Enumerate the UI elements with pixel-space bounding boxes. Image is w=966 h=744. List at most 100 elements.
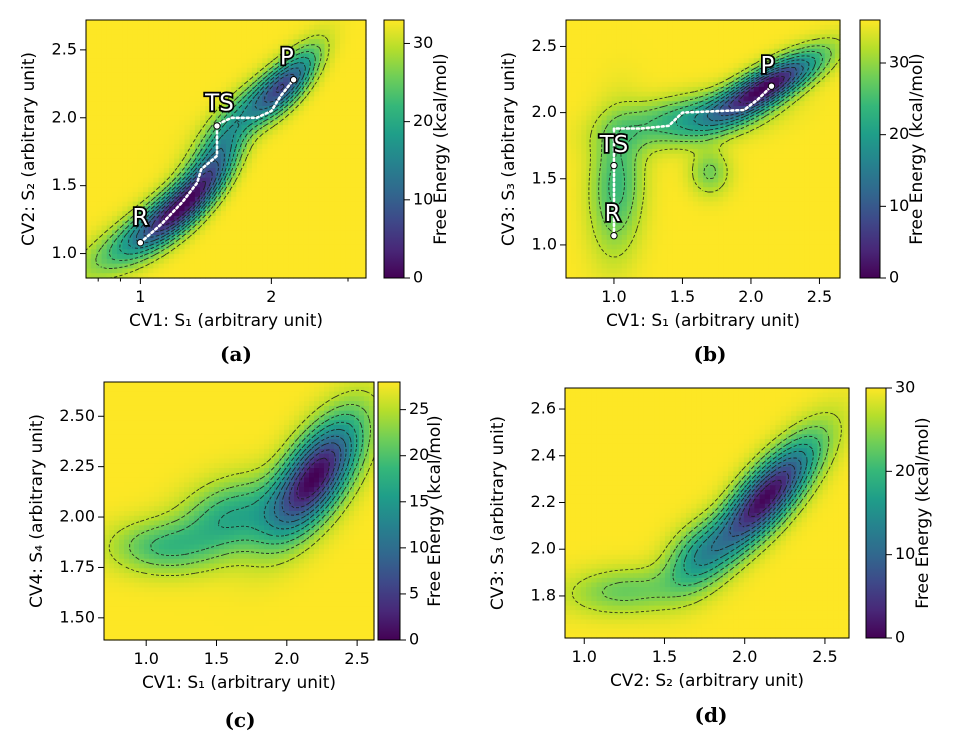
heatmap-cell bbox=[571, 53, 577, 59]
heatmap-cell bbox=[251, 43, 258, 50]
heatmap-cell bbox=[246, 144, 253, 150]
heatmap-cell bbox=[127, 215, 134, 222]
heatmap-cell bbox=[834, 96, 841, 102]
heatmap-cell bbox=[789, 120, 795, 126]
heatmap-cell bbox=[298, 168, 305, 174]
heatmap-cell bbox=[763, 101, 770, 107]
heatmap-cell bbox=[733, 192, 740, 198]
heatmap-cell bbox=[672, 172, 679, 179]
heatmap-cell bbox=[713, 29, 719, 35]
heatmap-cell bbox=[101, 239, 108, 246]
heatmap-cell bbox=[631, 129, 638, 136]
heatmap-cell bbox=[355, 39, 362, 45]
heatmap-cell bbox=[708, 187, 714, 193]
heatmap-cell bbox=[809, 53, 816, 59]
heatmap-cell bbox=[586, 115, 592, 121]
heatmap-cell bbox=[101, 201, 108, 207]
heatmap-cell bbox=[179, 63, 186, 69]
heatmap-cell bbox=[657, 24, 663, 31]
heatmap-cell bbox=[122, 249, 129, 255]
heatmap-cell bbox=[283, 163, 289, 169]
contour-line bbox=[95, 44, 322, 269]
heatmap-cell bbox=[350, 235, 357, 241]
heatmap-cell bbox=[753, 182, 760, 188]
heatmap-cell bbox=[272, 86, 279, 93]
heatmap-cell bbox=[153, 153, 160, 160]
heatmap-cell bbox=[127, 67, 134, 74]
heatmap-cell bbox=[672, 39, 679, 45]
heatmap-cell bbox=[179, 168, 186, 174]
heatmap-cell bbox=[251, 91, 258, 98]
heatmap-cell bbox=[334, 20, 341, 26]
heatmap-cell bbox=[324, 172, 331, 179]
heatmap-cell bbox=[611, 106, 618, 112]
heatmap-cell bbox=[194, 115, 201, 121]
heatmap-cell bbox=[672, 106, 679, 112]
heatmap-cell bbox=[251, 77, 258, 83]
heatmap-cell bbox=[132, 225, 139, 231]
heatmap-cell bbox=[804, 91, 811, 98]
heatmap-cell bbox=[158, 39, 165, 45]
heatmap-cell bbox=[637, 187, 643, 193]
heatmap-cell bbox=[91, 153, 97, 160]
heatmap-cell bbox=[231, 77, 237, 83]
heatmap-cell bbox=[324, 196, 331, 203]
heatmap-cell bbox=[345, 211, 352, 217]
heatmap-cell bbox=[184, 168, 191, 174]
heatmap-cell bbox=[334, 211, 341, 217]
heatmap-cell bbox=[324, 201, 331, 207]
heatmap-cell bbox=[626, 96, 633, 102]
heatmap-cell bbox=[631, 139, 638, 145]
heatmap-cell bbox=[262, 182, 269, 188]
heatmap-cell bbox=[298, 206, 305, 212]
heatmap-cell bbox=[101, 158, 108, 164]
heatmap-cell bbox=[303, 158, 310, 164]
heatmap-cell bbox=[137, 139, 144, 145]
heatmap-cell bbox=[329, 129, 336, 136]
contour-line bbox=[108, 50, 316, 262]
heatmap-cell bbox=[168, 153, 175, 160]
heatmap-cell bbox=[231, 244, 237, 250]
heatmap-cell bbox=[657, 192, 663, 198]
heatmap-cell bbox=[637, 43, 643, 50]
heatmap-cell bbox=[96, 263, 103, 270]
heatmap-cell bbox=[334, 82, 341, 88]
heatmap-cell bbox=[329, 39, 336, 45]
heatmap-cell bbox=[262, 67, 269, 74]
heatmap-cell bbox=[194, 215, 201, 222]
reaction-path-a bbox=[139, 78, 295, 244]
heatmap-cell bbox=[360, 106, 367, 112]
heatmap-cell bbox=[345, 39, 352, 45]
heatmap-cell bbox=[143, 48, 149, 55]
heatmap-cell bbox=[824, 115, 831, 121]
heatmap-cell bbox=[576, 158, 582, 164]
heatmap-cell bbox=[657, 72, 663, 78]
heatmap-cell bbox=[794, 177, 800, 184]
heatmap-cell bbox=[236, 239, 243, 246]
heatmap-cell bbox=[148, 187, 155, 193]
heatmap-cell bbox=[768, 34, 775, 40]
heatmap-cell bbox=[708, 153, 714, 160]
heatmap-cell bbox=[277, 153, 284, 160]
heatmap-cell bbox=[662, 153, 669, 160]
heatmap-cell bbox=[355, 254, 362, 260]
heatmap-cell bbox=[324, 77, 331, 83]
heatmap-cell bbox=[334, 249, 341, 255]
heatmap-cell bbox=[205, 239, 212, 246]
heatmap-cell bbox=[829, 29, 836, 35]
heatmap-cell bbox=[122, 86, 129, 93]
heatmap-cell bbox=[153, 144, 160, 150]
heatmap-cell bbox=[692, 134, 699, 141]
heatmap-cell bbox=[637, 72, 643, 78]
heatmap-cell bbox=[262, 268, 269, 274]
heatmap-cell bbox=[163, 163, 170, 169]
heatmap-cell bbox=[293, 53, 300, 59]
heatmap-cell bbox=[779, 144, 785, 150]
heatmap-cell bbox=[174, 235, 180, 241]
heatmap-cell bbox=[611, 110, 618, 117]
heatmap-cell bbox=[272, 206, 279, 212]
heatmap-cell bbox=[345, 206, 352, 212]
heatmap-cell bbox=[718, 106, 724, 112]
heatmap-cell bbox=[101, 67, 108, 74]
heatmap-cell bbox=[799, 39, 806, 45]
